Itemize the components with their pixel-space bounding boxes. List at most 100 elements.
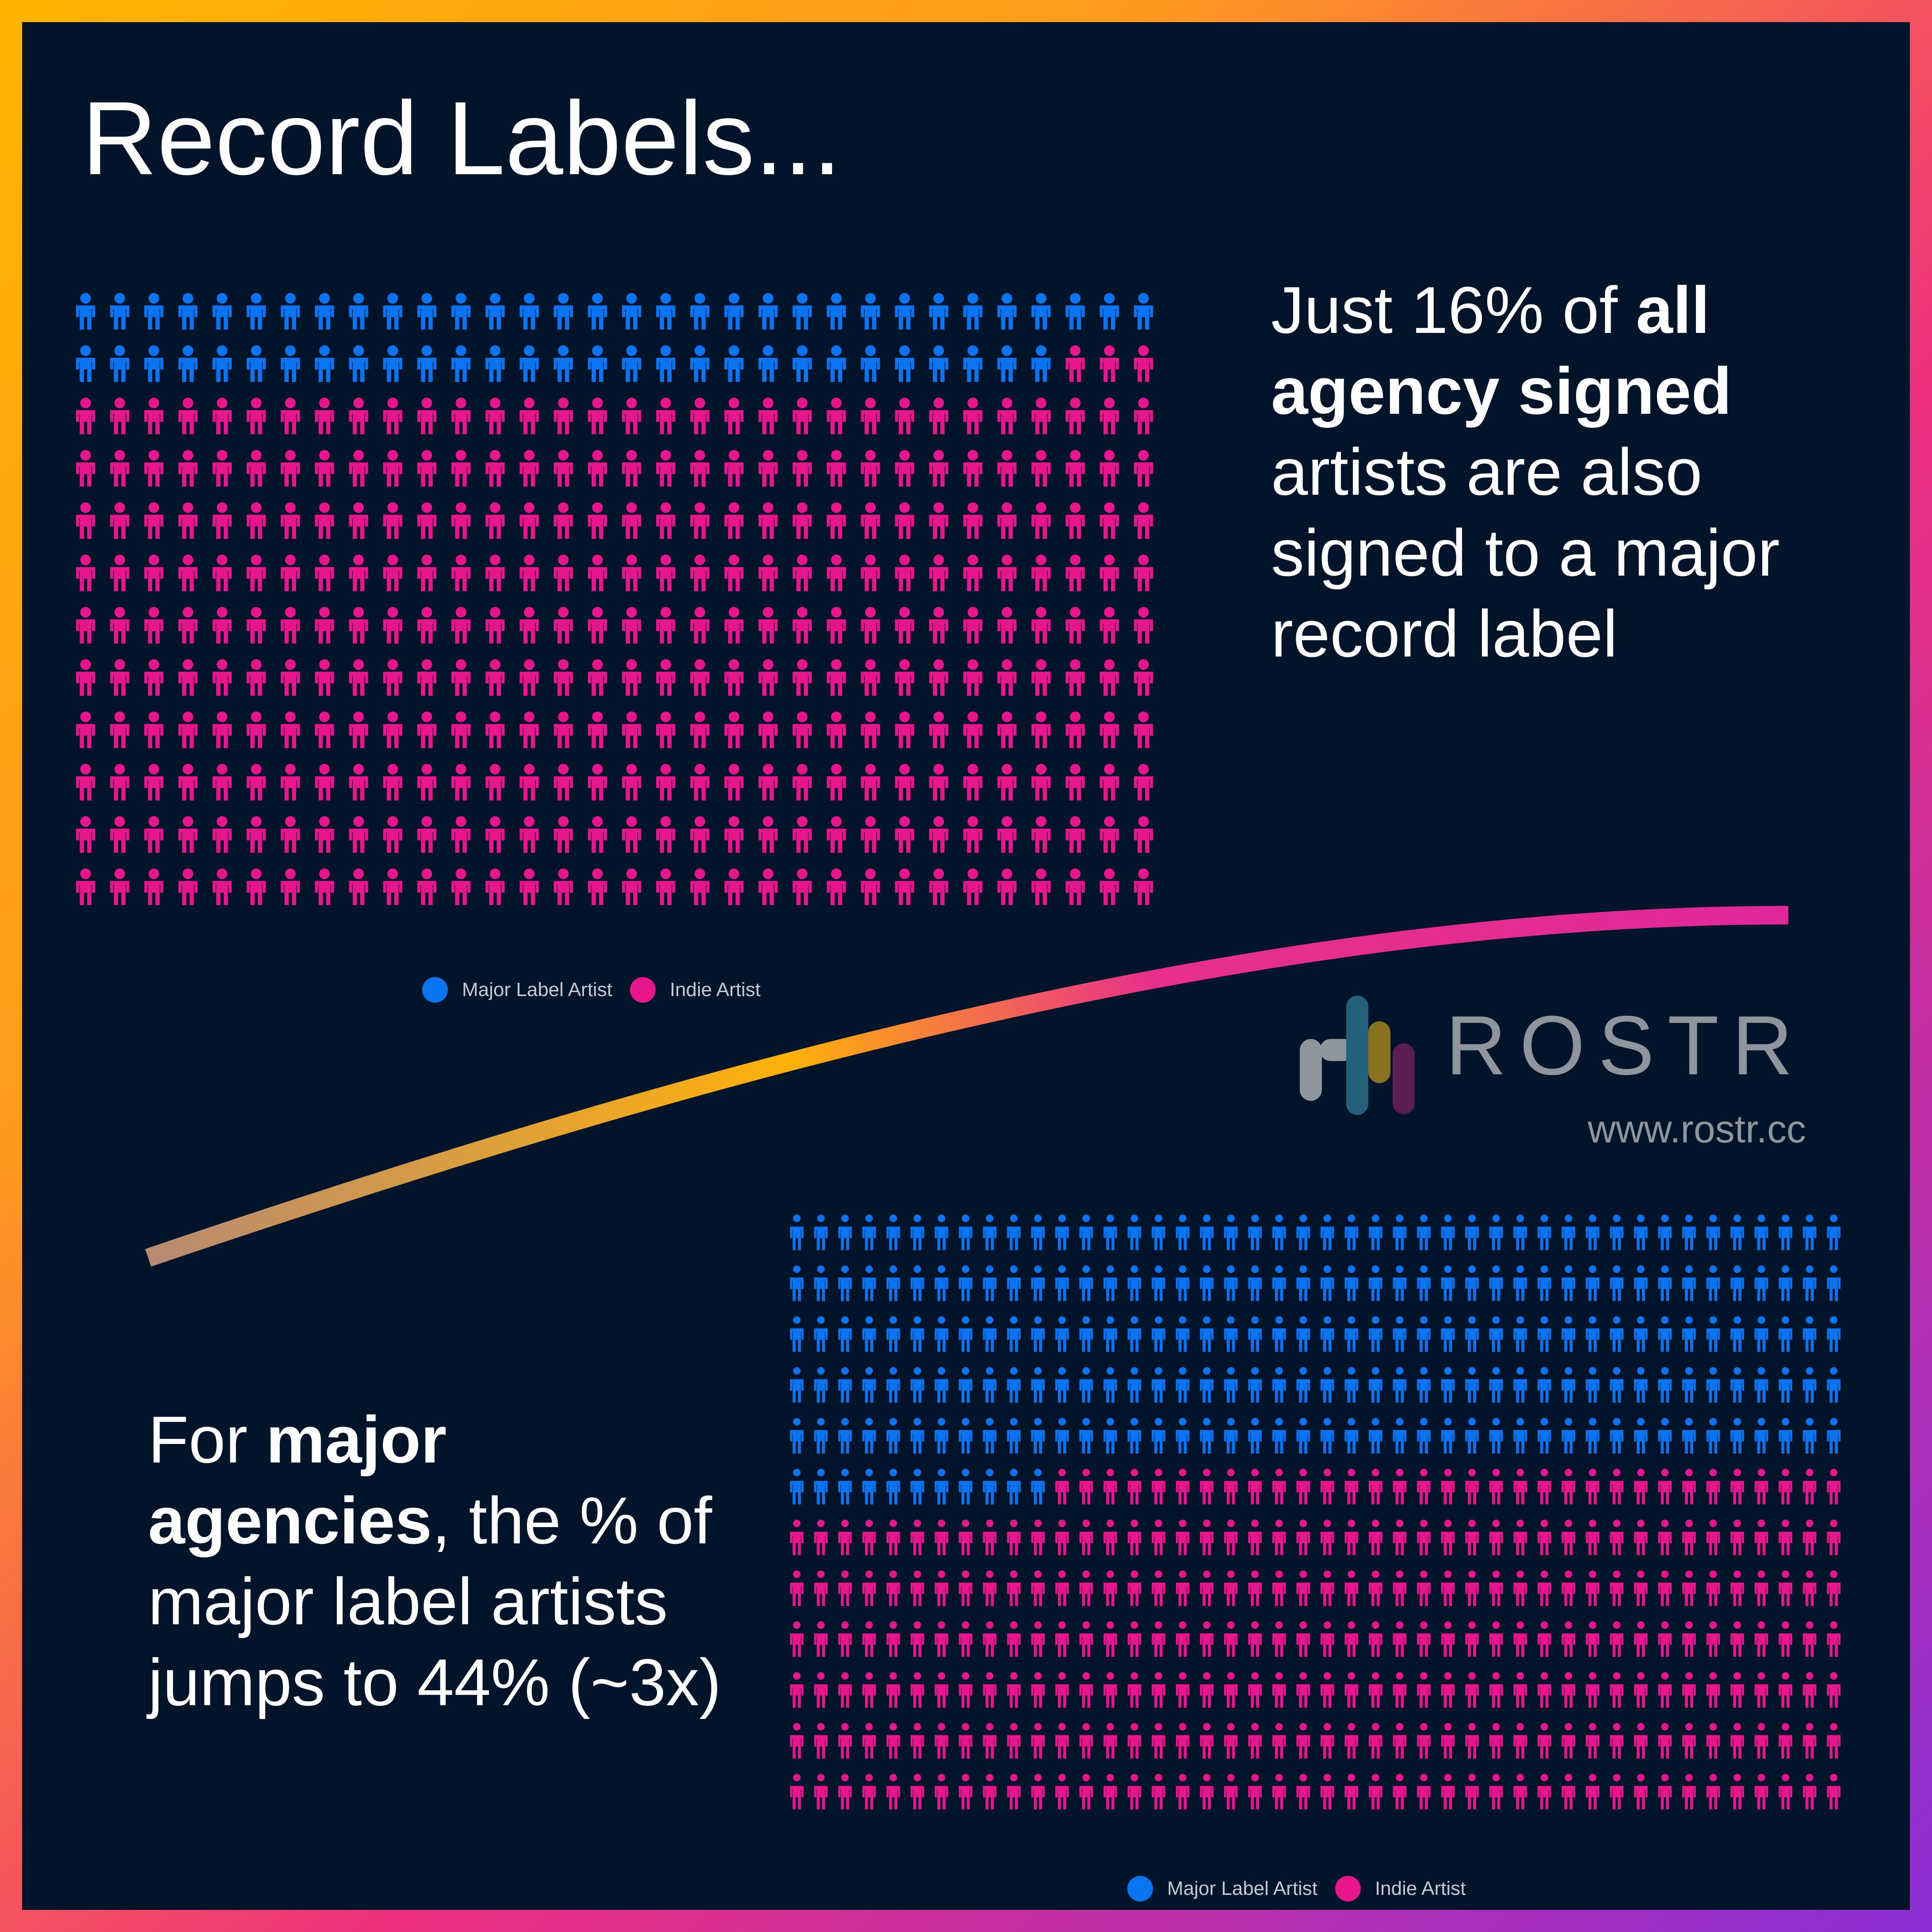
person-icon-indie bbox=[997, 868, 1017, 905]
person-icon-indie bbox=[588, 868, 607, 905]
person-icon-major bbox=[790, 1367, 804, 1403]
person-icon-major bbox=[1007, 1265, 1021, 1301]
person-icon-indie bbox=[1079, 1469, 1093, 1504]
person-icon-major bbox=[1610, 1214, 1624, 1250]
person-icon-indie bbox=[935, 1672, 948, 1708]
person-icon-indie bbox=[110, 502, 130, 539]
person-icon-indie bbox=[1754, 1469, 1768, 1504]
person-icon-indie bbox=[935, 1570, 948, 1606]
person-icon-major bbox=[1537, 1316, 1551, 1352]
person-icon-indie bbox=[1055, 1621, 1069, 1657]
person-icon-major bbox=[838, 1214, 852, 1250]
person-icon-indie bbox=[997, 764, 1017, 801]
caption-bottom-text-1: For bbox=[148, 1402, 266, 1477]
person-icon-indie bbox=[1031, 450, 1051, 487]
person-icon-indie bbox=[1369, 1520, 1382, 1555]
person-icon-major bbox=[1369, 1367, 1382, 1403]
person-icon-indie bbox=[349, 764, 368, 801]
person-icon-major bbox=[1296, 1316, 1310, 1352]
person-icon-major bbox=[1320, 1367, 1334, 1403]
person-icon-indie bbox=[281, 868, 300, 905]
person-icon-major bbox=[935, 1265, 948, 1301]
person-icon-major bbox=[1706, 1265, 1720, 1301]
person-icon-major bbox=[1200, 1214, 1214, 1250]
person-icon-indie bbox=[1393, 1621, 1407, 1657]
person-icon-indie bbox=[861, 868, 880, 905]
person-icon-indie bbox=[1134, 397, 1153, 435]
person-icon-indie bbox=[958, 1672, 973, 1708]
person-icon-major bbox=[1134, 293, 1153, 330]
person-icon-indie bbox=[1802, 1469, 1817, 1504]
person-icon-major bbox=[485, 293, 505, 330]
person-icon-major bbox=[1344, 1265, 1359, 1301]
person-icon-major bbox=[1031, 293, 1051, 330]
person-icon-indie bbox=[451, 711, 471, 748]
person-icon-indie bbox=[622, 502, 641, 539]
person-icon-major bbox=[838, 1367, 852, 1403]
person-icon-major bbox=[1296, 1367, 1310, 1403]
person-icon-indie bbox=[656, 450, 676, 487]
person-icon-major bbox=[1779, 1265, 1792, 1301]
person-icon-indie bbox=[417, 816, 437, 853]
person-icon-indie bbox=[519, 711, 539, 748]
person-icon-major bbox=[1562, 1265, 1576, 1301]
person-icon-indie bbox=[1134, 607, 1153, 644]
person-icon-major bbox=[1513, 1367, 1527, 1403]
person-icon-indie bbox=[1127, 1570, 1142, 1606]
person-icon-indie bbox=[451, 450, 471, 487]
person-icon-indie bbox=[1055, 1723, 1069, 1759]
person-icon-major bbox=[983, 1418, 997, 1454]
person-icon-indie bbox=[1730, 1723, 1744, 1759]
person-icon-indie bbox=[1200, 1672, 1214, 1708]
person-icon-indie bbox=[1779, 1621, 1792, 1657]
person-icon-indie bbox=[1706, 1621, 1720, 1657]
legend-swatch-major bbox=[1127, 1876, 1153, 1901]
person-icon-indie bbox=[349, 397, 368, 435]
person-icon-indie bbox=[895, 816, 914, 853]
person-icon-indie bbox=[554, 868, 573, 905]
person-icon-indie bbox=[519, 764, 539, 801]
person-icon-major bbox=[1585, 1418, 1600, 1454]
person-icon-indie bbox=[1344, 1723, 1359, 1759]
person-icon-indie bbox=[451, 397, 471, 435]
person-icon-major bbox=[997, 345, 1017, 382]
person-icon-indie bbox=[1296, 1774, 1310, 1810]
person-icon-indie bbox=[895, 502, 914, 539]
person-icon-major bbox=[1562, 1367, 1576, 1403]
person-icon-major bbox=[910, 1214, 924, 1250]
person-icon-indie bbox=[758, 450, 778, 487]
legend-item-indie: Indie Artist bbox=[1335, 1876, 1466, 1901]
person-icon-major bbox=[1754, 1316, 1768, 1352]
person-icon-indie bbox=[1100, 607, 1119, 644]
person-icon-indie bbox=[519, 450, 539, 487]
person-icon-indie bbox=[1585, 1570, 1600, 1606]
person-icon-indie bbox=[1706, 1723, 1720, 1759]
person-icon-indie bbox=[1031, 607, 1051, 644]
person-icon-indie bbox=[417, 764, 437, 801]
person-icon-indie bbox=[1055, 1774, 1069, 1810]
person-icon-major bbox=[929, 345, 948, 382]
person-icon-indie bbox=[929, 607, 948, 644]
person-icon-indie bbox=[1152, 1570, 1165, 1606]
person-icon-indie bbox=[144, 450, 164, 487]
person-icon-major bbox=[886, 1265, 900, 1301]
person-icon-major bbox=[110, 293, 130, 330]
person-icon-indie bbox=[1127, 1723, 1142, 1759]
person-icon-major bbox=[1417, 1265, 1431, 1301]
person-icon-indie bbox=[212, 868, 232, 905]
person-icon-indie bbox=[1224, 1520, 1238, 1555]
person-icon-indie bbox=[1730, 1621, 1744, 1657]
person-icon-indie bbox=[724, 659, 744, 696]
person-icon-major bbox=[910, 1316, 924, 1352]
person-icon-indie bbox=[1489, 1723, 1503, 1759]
person-icon-indie bbox=[178, 450, 198, 487]
person-icon-indie bbox=[1344, 1621, 1359, 1657]
person-icon-indie bbox=[246, 659, 266, 696]
person-icon-indie bbox=[1489, 1672, 1503, 1708]
person-icon-indie bbox=[485, 502, 505, 539]
person-icon-major bbox=[1007, 1214, 1021, 1250]
person-icon-major bbox=[349, 293, 368, 330]
person-icon-major bbox=[814, 1214, 828, 1250]
person-icon-indie bbox=[212, 397, 232, 435]
person-icon-major bbox=[1344, 1214, 1359, 1250]
